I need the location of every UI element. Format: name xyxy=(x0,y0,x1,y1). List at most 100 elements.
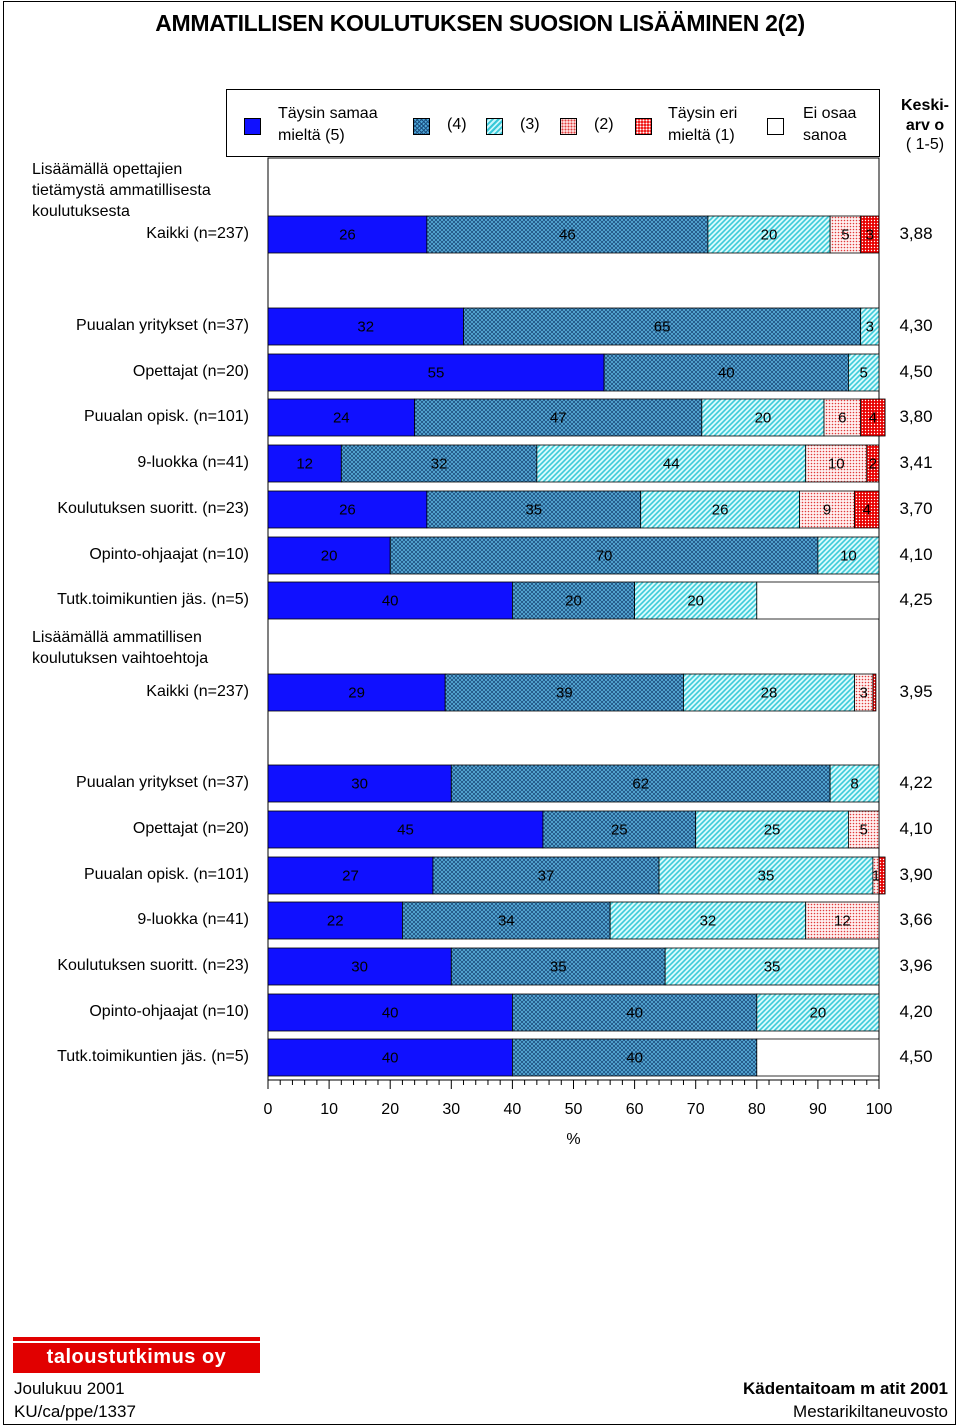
bar-value-label: 26 xyxy=(339,502,356,519)
bar-seg-4 xyxy=(444,673,684,712)
bar-value-label: 35 xyxy=(550,959,567,976)
bar-seg-5 xyxy=(267,490,428,529)
legend-label-2: (2) xyxy=(594,116,614,133)
bar-value-label: 26 xyxy=(339,227,356,244)
bar-seg-4 xyxy=(340,444,538,483)
bar-seg-5 xyxy=(267,764,452,803)
bar-seg-3 xyxy=(860,307,880,346)
bar-seg-3 xyxy=(756,993,880,1032)
bar-row: 32 65 3 xyxy=(267,307,880,346)
x-tick-label: 30 xyxy=(442,1101,460,1118)
bar-seg-4 xyxy=(389,536,819,575)
bar-seg-4 xyxy=(512,581,636,620)
row-label: Tutk.toimikuntien jäs. (n=5) xyxy=(57,591,249,608)
mean-value: 4,25 xyxy=(899,590,933,609)
bar-seg-3 xyxy=(609,901,807,940)
bar-row: 40 40 20 xyxy=(267,993,880,1032)
bar-value-label: 32 xyxy=(700,913,717,930)
bar-seg-1 xyxy=(866,444,880,483)
bar-seg-2 xyxy=(799,490,855,529)
bar-seg-1 xyxy=(854,490,880,529)
legend-swatch-eos xyxy=(767,118,784,135)
bar-value-label: 5 xyxy=(860,822,868,839)
bar-value-label: 40 xyxy=(626,1005,643,1022)
bar-value-label: 10 xyxy=(840,548,857,565)
bar-seg-5 xyxy=(267,947,452,986)
bar-row: 24 47 20 6 4 xyxy=(267,398,886,437)
bar-value-label: 27 xyxy=(342,868,359,885)
row-label: Puualan yritykset (n=37) xyxy=(76,774,249,791)
bar-seg-4 xyxy=(512,1038,758,1077)
mean-value: 4,22 xyxy=(899,773,933,792)
x-tick-label: 10 xyxy=(320,1101,338,1118)
bar-seg-2 xyxy=(823,398,862,437)
bar-value-label: 46 xyxy=(559,227,576,244)
bar-value-label: 5 xyxy=(841,227,849,244)
bar-value-label: 40 xyxy=(382,1050,399,1067)
bar-value-label: 35 xyxy=(764,959,781,976)
mean-value: 4,20 xyxy=(899,1002,933,1021)
bar-seg-5 xyxy=(267,353,605,392)
bar-seg-5 xyxy=(267,307,464,346)
bar-value-label: 9 xyxy=(823,502,831,519)
legend-swatch-3 xyxy=(486,118,503,135)
x-tick-label: 90 xyxy=(809,1101,827,1118)
bar-value-label: 20 xyxy=(761,227,778,244)
legend-swatch-2 xyxy=(560,118,577,135)
bar-seg-4 xyxy=(426,490,642,529)
mean-value: 3,66 xyxy=(899,910,933,929)
page-title: AMMATILLISEN KOULUTUKSEN SUOSION LISÄÄMI… xyxy=(155,10,805,36)
x-tick-label: 70 xyxy=(687,1101,705,1118)
bar-row: 40 40 xyxy=(267,1038,880,1077)
bar-value-label: 34 xyxy=(498,913,515,930)
mean-value: 4,50 xyxy=(899,362,933,381)
bar-seg-5 xyxy=(267,901,403,940)
bar-row: 22 34 32 12 xyxy=(267,901,880,940)
legend-label-4: (4) xyxy=(447,116,467,133)
bar-seg-3 xyxy=(640,490,800,529)
section-heading-teachers: Lisäämällä opettajien tietämystä ammatil… xyxy=(32,161,211,220)
bar-seg-5 xyxy=(267,444,342,483)
bar-row: 40 20 20 xyxy=(267,581,880,620)
bar-seg-4 xyxy=(603,353,849,392)
bar-value-label: 20 xyxy=(810,1005,827,1022)
mean-header: Keski- arv o xyxy=(900,97,950,134)
bar-value-label: 47 xyxy=(550,410,567,427)
bar-value-label: 2 xyxy=(869,456,877,473)
bar-seg-5 xyxy=(267,581,513,620)
x-tick-label: 0 xyxy=(264,1101,273,1118)
bar-seg-5 xyxy=(267,856,434,895)
bar-value-label: 45 xyxy=(397,822,414,839)
row-label: Koulutuksen suoritt. (n=23) xyxy=(57,500,249,517)
bar-value-label: 1 xyxy=(872,868,880,885)
bar-value-label: 26 xyxy=(712,502,729,519)
brand-text: taloustutkimus oy xyxy=(46,1346,227,1368)
bar-row: 30 62 8 xyxy=(267,764,880,803)
bar-value-label: 62 xyxy=(632,776,649,793)
bar-row: 26 46 20 5 3 xyxy=(267,215,880,254)
mean-value: 4,30 xyxy=(899,316,933,335)
x-tick-label: 40 xyxy=(504,1101,522,1118)
bar-value-label: 20 xyxy=(755,410,772,427)
mean-value: 3,90 xyxy=(899,865,933,884)
bar-row: 12 32 44 10 2 xyxy=(267,444,880,483)
bar-seg-1 xyxy=(860,215,880,254)
legend-label-5: Täysin samaa mieltä (5) xyxy=(278,105,378,144)
row-label: Opinto-ohjaajat (n=10) xyxy=(89,1003,249,1020)
bar-seg-4 xyxy=(542,810,697,849)
mean-value: 3,95 xyxy=(899,682,933,701)
footer-code: KU/ca/ppe/1337 xyxy=(14,1402,136,1421)
footer-date: Joulukuu 2001 xyxy=(14,1379,125,1398)
bar-value-label: 10 xyxy=(828,456,845,473)
bar-value-label: 4 xyxy=(863,502,871,519)
bar-row: 26 35 26 9 4 xyxy=(267,490,880,529)
bar-value-label: 32 xyxy=(357,319,374,336)
legend-label-1: Täysin eri mieltä (1) xyxy=(668,105,738,144)
bar-seg-4 xyxy=(450,764,831,803)
row-label: Opettajat (n=20) xyxy=(132,363,249,380)
bar-row: 45 25 25 5 xyxy=(267,810,880,849)
bar-row: 30 35 35 xyxy=(267,947,880,986)
bar-value-label: 12 xyxy=(834,913,851,930)
bar-value-label: 35 xyxy=(758,868,775,885)
mean-value: 3,41 xyxy=(899,453,933,472)
